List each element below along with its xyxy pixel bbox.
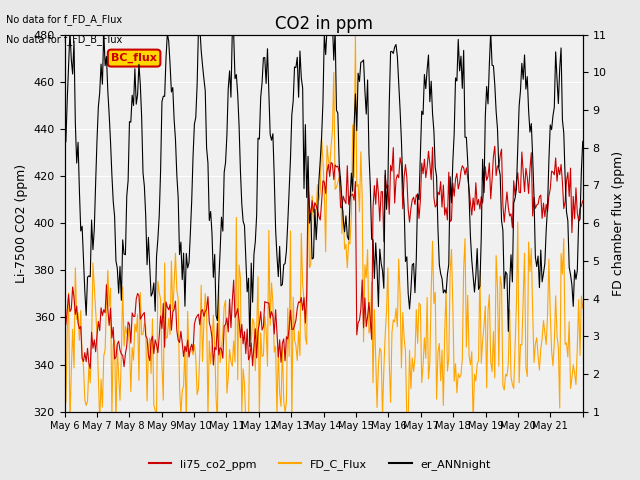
- Y-axis label: Li-7500 CO2 (ppm): Li-7500 CO2 (ppm): [15, 164, 28, 283]
- Text: No data for f_FD_B_Flux: No data for f_FD_B_Flux: [6, 34, 123, 45]
- Text: BC_flux: BC_flux: [111, 53, 157, 63]
- Text: No data for f_FD_A_Flux: No data for f_FD_A_Flux: [6, 14, 122, 25]
- Title: CO2 in ppm: CO2 in ppm: [275, 15, 372, 33]
- Legend: li75_co2_ppm, FD_C_Flux, er_ANNnight: li75_co2_ppm, FD_C_Flux, er_ANNnight: [145, 455, 495, 474]
- Y-axis label: FD chamber flux (ppm): FD chamber flux (ppm): [612, 151, 625, 296]
